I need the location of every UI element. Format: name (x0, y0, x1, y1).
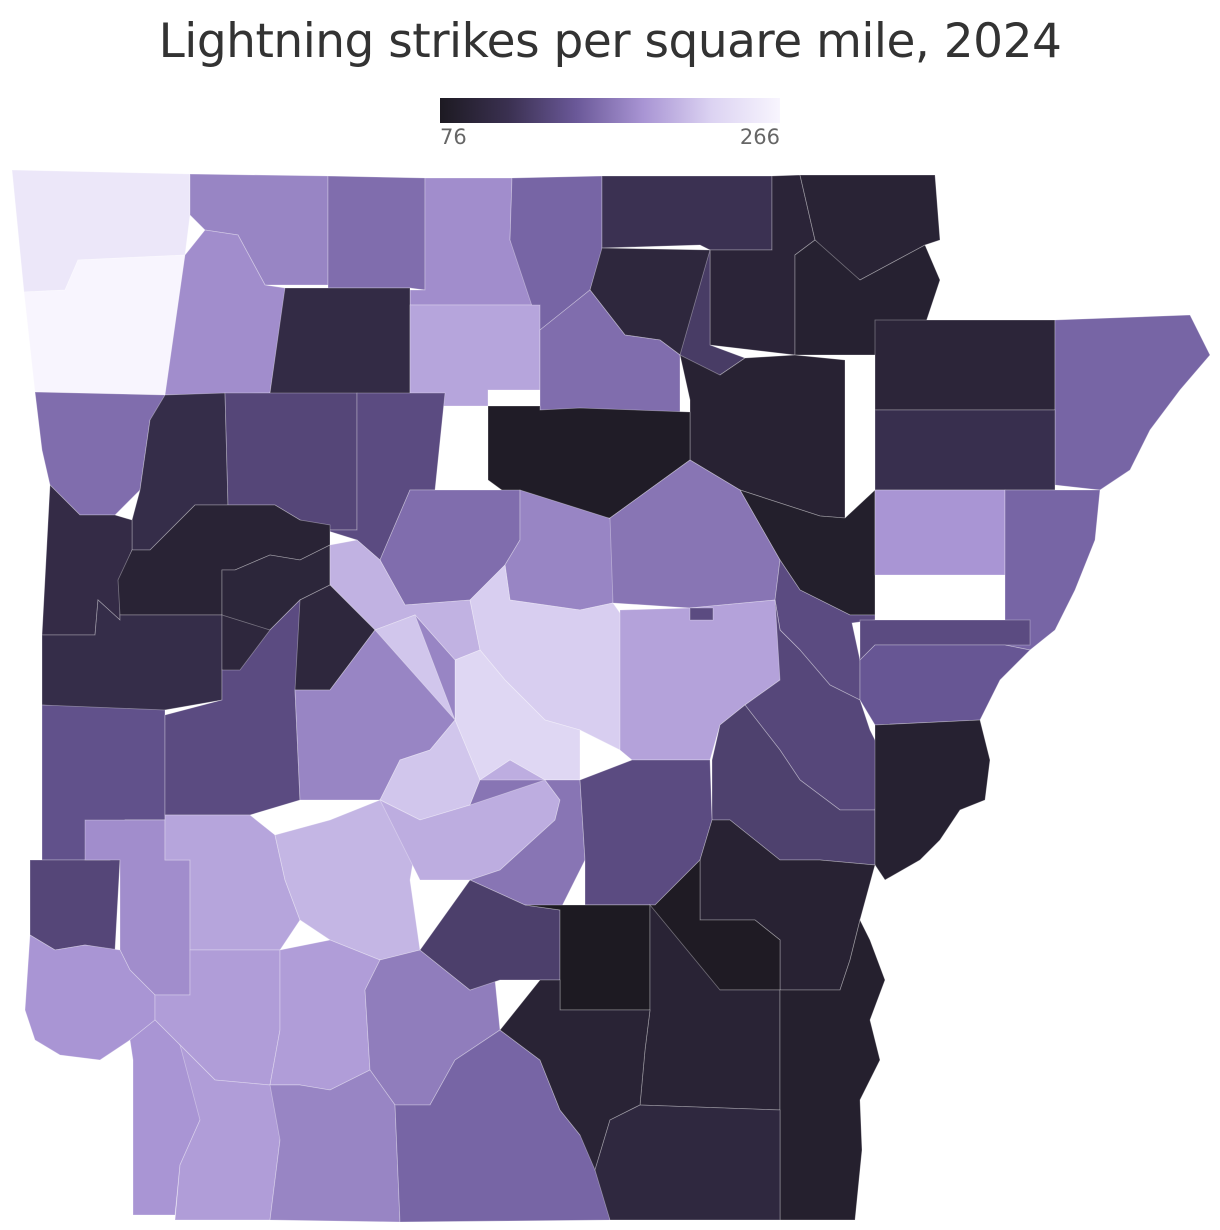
county-columbia (269, 1069, 401, 1223)
county-nevada (269, 939, 381, 1091)
color-legend: 76 266 (440, 98, 780, 149)
legend-min-label: 76 (440, 125, 467, 149)
arkansas-county-map (0, 160, 1220, 1230)
county-newton (269, 287, 411, 406)
county-prairie (689, 607, 714, 621)
legend-gradient-bar (440, 98, 780, 123)
legend-max-label: 266 (739, 125, 780, 149)
county-phillips (874, 719, 991, 881)
county-chicot (779, 918, 886, 1221)
county-craighead (874, 319, 1056, 411)
county-boone (327, 175, 426, 291)
county-fulton (601, 175, 773, 251)
map-title: Lightning strikes per square mile, 2024 (158, 14, 1062, 69)
county-cross (874, 489, 1006, 576)
county-crittenden (1004, 489, 1101, 651)
county-searcy (409, 304, 541, 407)
county-ashley (594, 1104, 781, 1221)
county-poinsett (874, 409, 1056, 491)
county-mississippi (1054, 314, 1211, 491)
county-lee (859, 644, 1031, 726)
county-pike (164, 814, 301, 951)
